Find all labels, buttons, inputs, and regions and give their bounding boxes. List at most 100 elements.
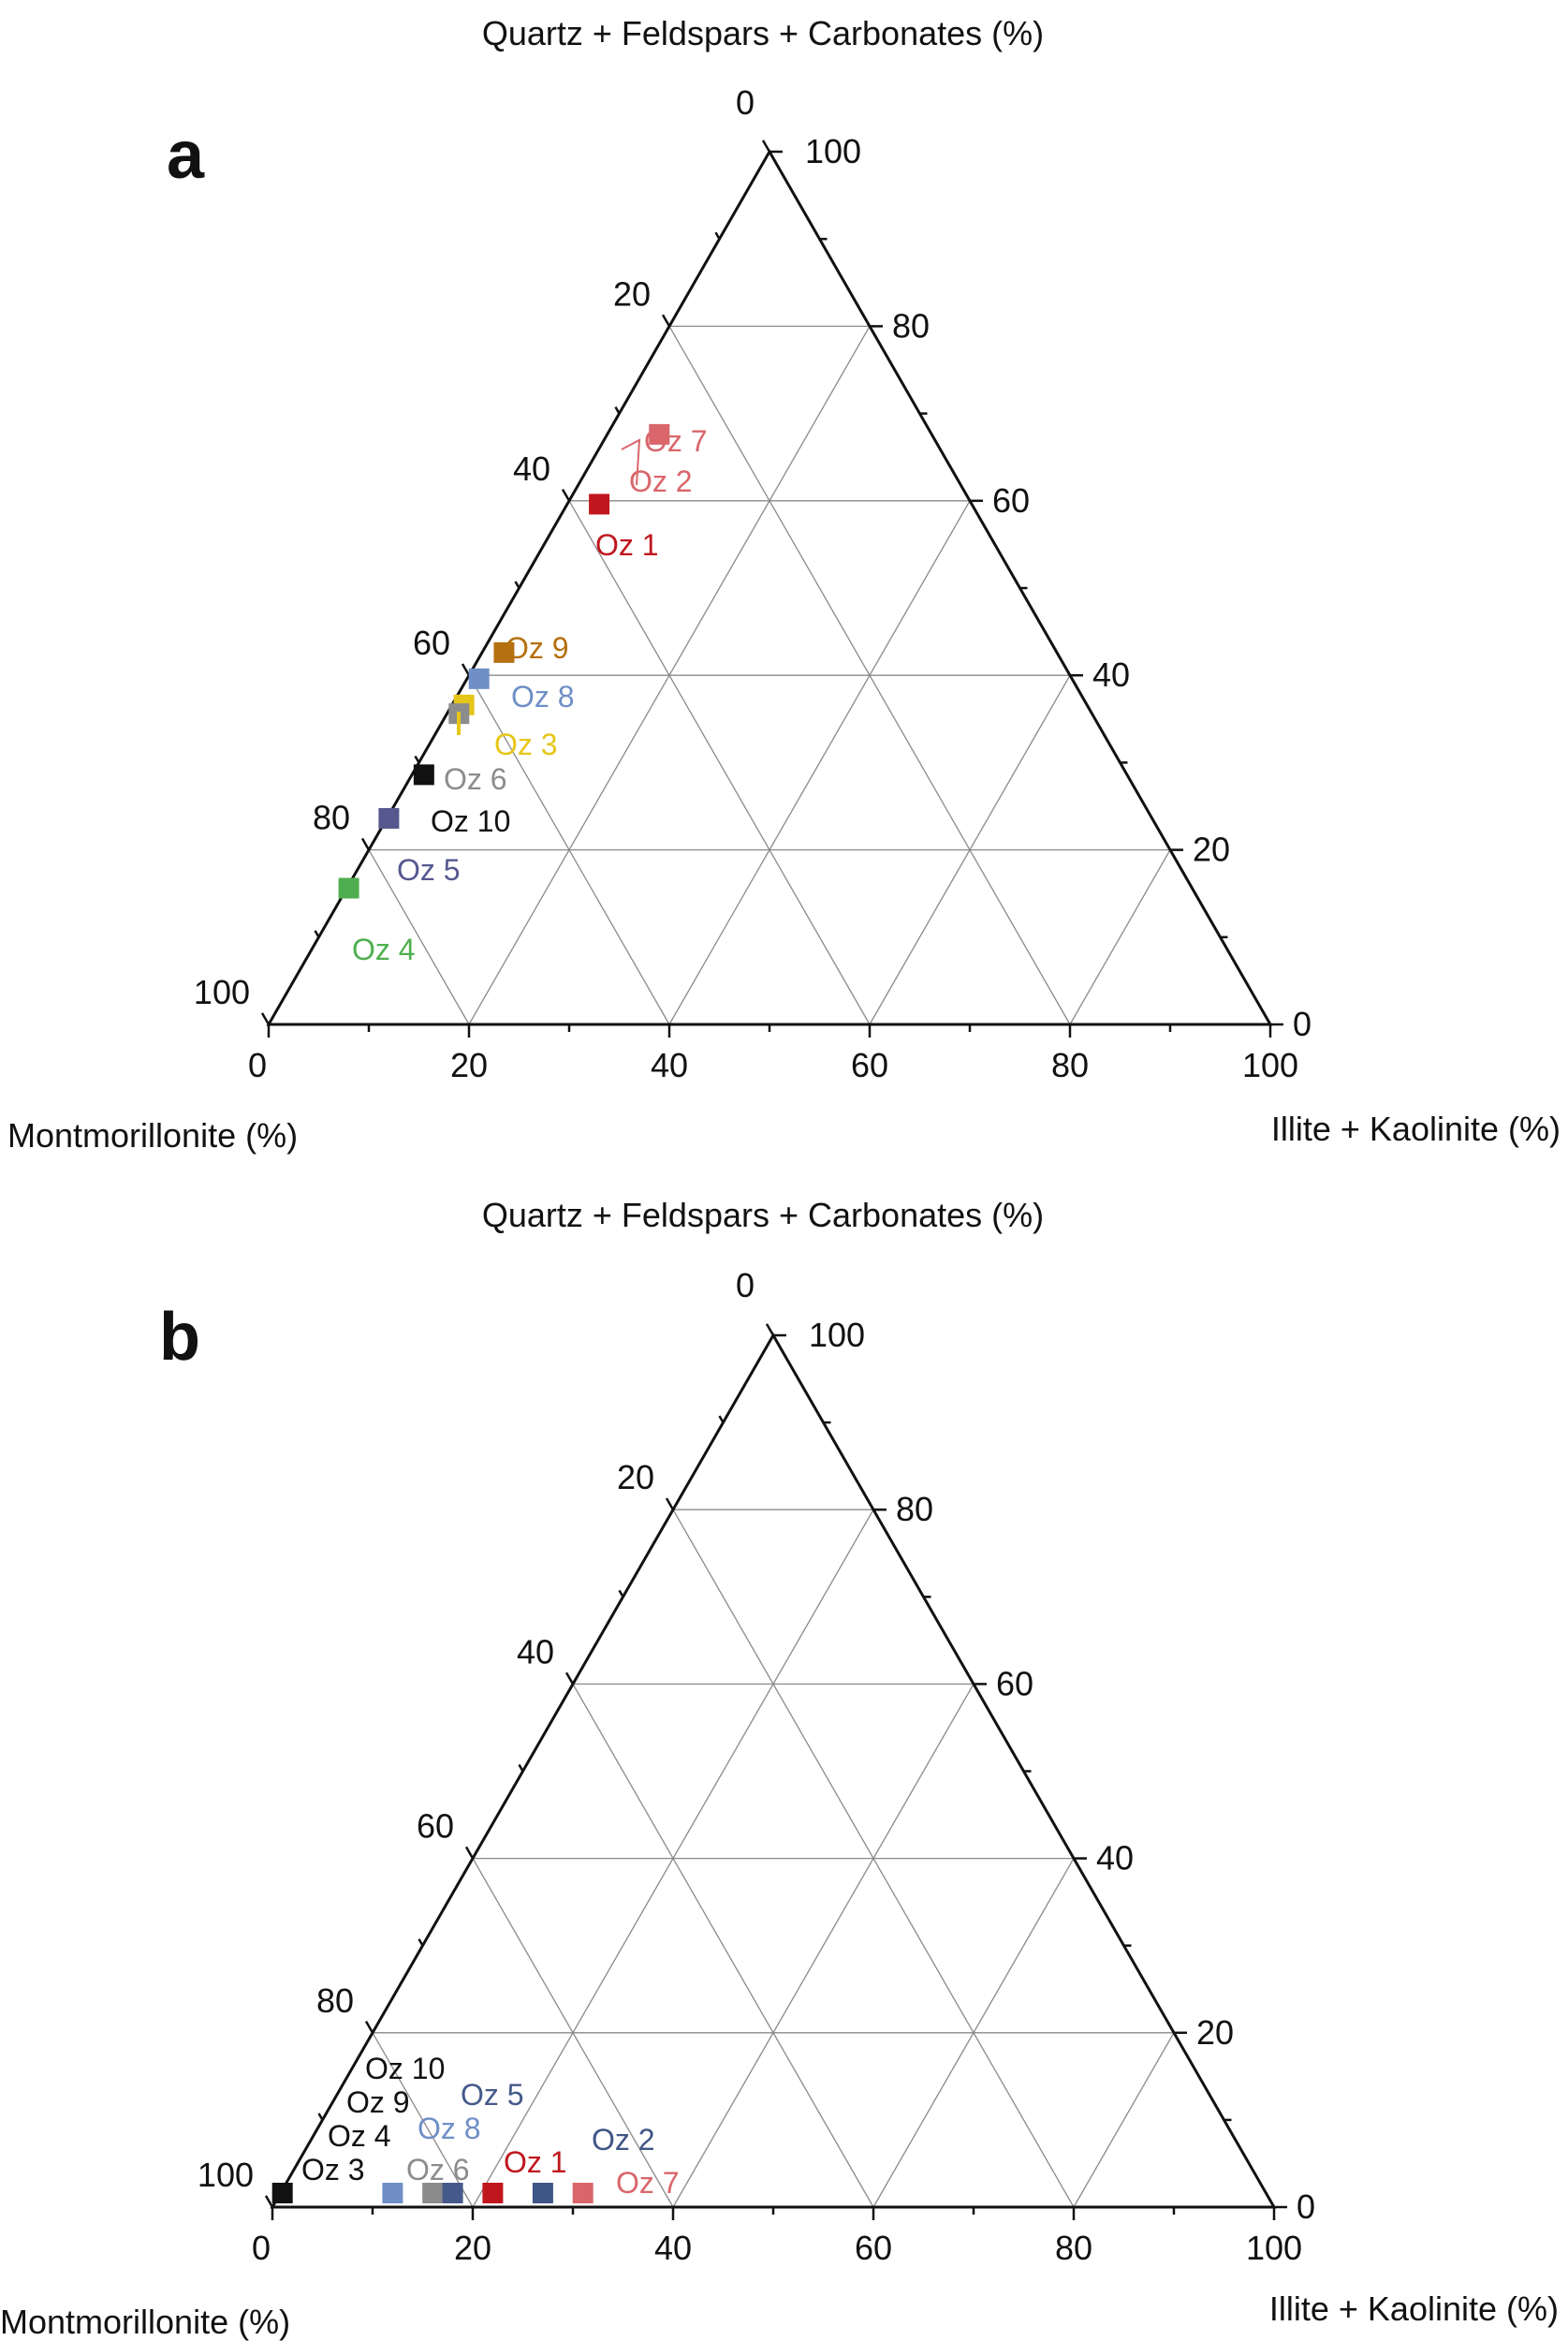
axis-title-top: Quartz + Feldspars + Carbonates (%) <box>482 14 1044 52</box>
tick-left <box>317 2113 324 2121</box>
tick-left <box>464 1846 475 1860</box>
axis-title-right: Illite + Kaolinite (%) <box>1269 2289 1559 2328</box>
grid-lines <box>372 1509 1175 2208</box>
tick-label-bottom: 40 <box>654 2229 692 2267</box>
grid-lines <box>368 325 1171 1025</box>
data-label-oz-5: Oz 5 <box>397 853 461 887</box>
tick-label-left: 20 <box>617 1458 654 1496</box>
tick-left <box>614 406 621 415</box>
tick-label-right: 60 <box>992 481 1030 520</box>
tick-left <box>414 755 420 764</box>
gridline-ik-80 <box>1069 849 1171 1025</box>
data-point-oz-4 <box>338 877 359 899</box>
gridline-ik-60 <box>872 1858 1075 2208</box>
data-label-oz-3: Oz 3 <box>301 2153 365 2186</box>
data-point-oz-8 <box>468 668 490 689</box>
tick-label-right: 40 <box>1096 1839 1134 1877</box>
tick-label-right: 0 <box>1293 1005 1312 1043</box>
tick-left <box>618 1589 624 1597</box>
tick-left <box>514 581 520 589</box>
tick-label-left: 60 <box>417 1807 454 1846</box>
gridline-ik-60 <box>869 674 1071 1025</box>
axis-title-right: Illite + Kaolinite (%) <box>1271 1110 1561 1148</box>
tick-label-bottom: 60 <box>855 2229 892 2267</box>
tick-label-right: 20 <box>1196 2013 1234 2052</box>
data-label-oz-6: Oz 6 <box>444 762 507 796</box>
tick-left <box>364 2020 374 2034</box>
ternary-panel-b: 0 0 0 20 20 20 40 40 40 60 60 60 80 80 80 100 100 100 Quar… <box>0 1196 1559 2341</box>
tick-labels: 0 0 0 20 20 20 40 40 40 60 60 60 80 80 80 100 100 100 <box>198 1266 1315 2267</box>
gridline-ik-40 <box>668 500 971 1025</box>
data-point-oz-2 <box>532 2183 553 2203</box>
gridline-mont-80 <box>372 2032 474 2208</box>
gridline-ik-80 <box>1073 2032 1175 2208</box>
tick-label-right: 40 <box>1092 655 1130 694</box>
data-point-oz-7 <box>649 423 670 445</box>
panel-letter: a <box>167 118 205 193</box>
data-label-oz-2: Oz 2 <box>629 464 693 498</box>
tick-label-bottom: 60 <box>851 1046 888 1084</box>
axis-title-top: Quartz + Feldspars + Carbonates (%) <box>482 1196 1044 1234</box>
tick-label-right: 100 <box>809 1316 865 1354</box>
gridline-ik-40 <box>672 1684 975 2208</box>
tick-left <box>714 231 721 240</box>
tick-label-right: 20 <box>1193 831 1230 869</box>
data-point-oz-9 <box>493 641 515 663</box>
data-point-oz-7 <box>572 2183 593 2203</box>
axis-title-left: Montmorillonite (%) <box>0 2303 290 2341</box>
tick-marks <box>260 140 1283 1038</box>
tick-label-left: 60 <box>413 624 450 662</box>
tick-left <box>418 1938 424 1947</box>
tick-label-left: 100 <box>198 2156 254 2194</box>
tick-label-bottom: 80 <box>1051 1046 1089 1084</box>
tick-left <box>665 1497 675 1510</box>
data-label-oz-10: Oz 10 <box>365 2052 445 2085</box>
gridline-mont-60 <box>472 1858 674 2208</box>
data-label-oz-9: Oz 9 <box>506 631 569 665</box>
data-point-oz-8 <box>382 2183 403 2203</box>
data-label-oz-3: Oz 3 <box>494 728 558 761</box>
data-label-oz-8: Oz 8 <box>418 2112 481 2145</box>
tick-label-bottom: 0 <box>252 2229 271 2267</box>
tick-left <box>360 837 371 851</box>
tick-left <box>264 2195 274 2208</box>
data-point-oz-10 <box>413 764 434 786</box>
tick-left <box>518 1763 524 1773</box>
panel-letter: b <box>159 1300 200 1375</box>
tick-left <box>564 1671 575 1686</box>
tick-label-right: 0 <box>1297 2187 1315 2226</box>
tick-label-bottom: 40 <box>651 1046 688 1084</box>
tick-label-left: 40 <box>513 449 550 488</box>
tick-label-right: 80 <box>892 306 930 345</box>
tick-left <box>761 140 771 153</box>
data-point-oz-10 <box>271 2183 293 2203</box>
tick-label-left: 0 <box>736 83 755 122</box>
tick-left <box>661 314 671 328</box>
data-label-oz-4: Oz 4 <box>328 2119 391 2153</box>
data-label-oz-1: Oz 1 <box>595 528 659 562</box>
data-label-oz-6: Oz 6 <box>406 2153 470 2186</box>
tick-left <box>260 1012 271 1025</box>
tick-left <box>314 930 320 938</box>
tick-label-right: 60 <box>996 1664 1033 1702</box>
data-label-oz-10: Oz 10 <box>431 804 510 838</box>
tick-marks <box>264 1323 1287 2220</box>
tick-label-right: 80 <box>896 1490 933 1528</box>
gridline-mont-40 <box>568 500 871 1025</box>
axis-title-left: Montmorillonite (%) <box>7 1116 298 1155</box>
data-label-oz-1: Oz 1 <box>504 2145 567 2179</box>
ternary-panel-a: 0 0 0 20 20 20 40 40 40 60 60 60 80 80 80 100 100 100 Quar… <box>7 14 1561 1155</box>
data-label-oz-4: Oz 4 <box>352 933 416 966</box>
tick-left <box>461 663 471 676</box>
tick-label-left: 80 <box>316 1981 354 2020</box>
tick-label-left: 20 <box>613 274 651 313</box>
tick-label-right: 100 <box>805 132 861 170</box>
tick-label-left: 100 <box>194 973 250 1011</box>
tick-left <box>765 1323 775 1336</box>
data-point-oz-5 <box>442 2183 463 2203</box>
tick-label-bottom: 100 <box>1246 2229 1302 2267</box>
data-label-oz-5: Oz 5 <box>461 2078 524 2112</box>
